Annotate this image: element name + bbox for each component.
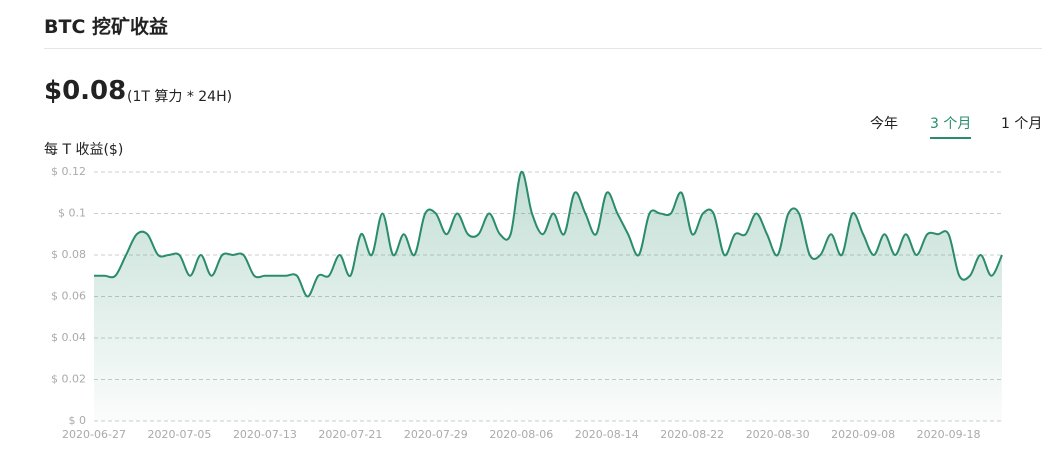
line bbox=[94, 170, 1003, 298]
area-fill bbox=[94, 171, 1002, 421]
y-tick-label: $ 0.1 bbox=[58, 207, 86, 220]
x-tick-label: 2020-07-05 bbox=[147, 428, 211, 441]
x-tick-label: 2020-08-30 bbox=[746, 428, 810, 441]
x-tick-label: 2020-08-14 bbox=[575, 428, 639, 441]
x-tick-label: 2020-07-29 bbox=[404, 428, 468, 441]
x-tick-label: 2020-09-08 bbox=[831, 428, 895, 441]
x-tick-label: 2020-08-06 bbox=[489, 428, 553, 441]
y-tick-label: $ 0.12 bbox=[51, 165, 86, 178]
summary-note: (1T 算力 * 24H) bbox=[127, 89, 233, 105]
x-tick-label: 2020-06-27 bbox=[62, 428, 126, 441]
tab[interactable]: 1 个月 bbox=[1001, 116, 1043, 132]
tab[interactable]: 今年 bbox=[870, 116, 898, 132]
x-tick-label: 2020-07-21 bbox=[318, 428, 382, 441]
summary-value: $0.08 bbox=[44, 76, 127, 106]
page-title: BTC 挖矿收益 bbox=[44, 16, 169, 38]
y-axis-title: 每 T 收益($) bbox=[44, 142, 124, 158]
y-tick-label: $ 0.04 bbox=[51, 331, 86, 344]
divider bbox=[44, 48, 1042, 49]
y-tick-label: $ 0.02 bbox=[51, 373, 86, 386]
y-tick-label: $ 0 bbox=[69, 414, 87, 427]
x-tick-label: 2020-07-13 bbox=[233, 428, 297, 441]
y-tick-label: $ 0.06 bbox=[51, 290, 86, 303]
tab[interactable]: 3 个月 bbox=[930, 113, 972, 139]
x-tick-label: 2020-09-18 bbox=[917, 428, 981, 441]
x-tick-label: 2020-08-22 bbox=[660, 428, 724, 441]
y-tick-label: $ 0.08 bbox=[51, 248, 86, 261]
